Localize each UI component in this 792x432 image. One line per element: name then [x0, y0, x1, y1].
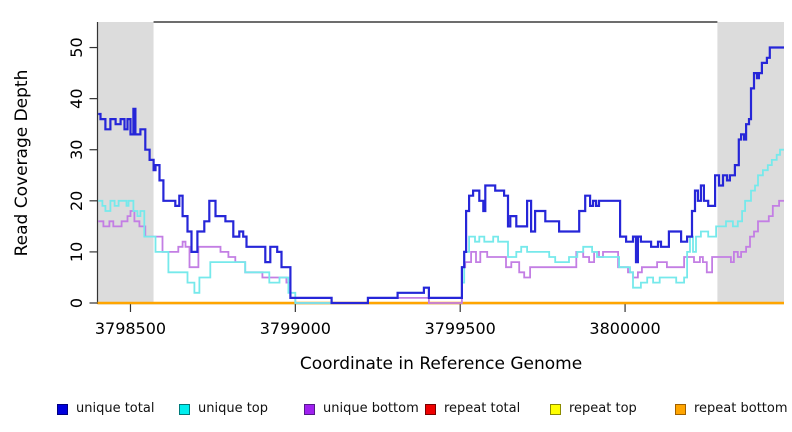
- legend-swatch-repeat-top: [550, 403, 561, 415]
- x-tick-label-3: 3800000: [589, 319, 660, 338]
- y-tick-label-2: 20: [67, 191, 86, 211]
- shaded-region-0: [97, 22, 154, 303]
- data-series: [97, 46, 784, 305]
- legend-item-repeat-bottom: repeat bottom: [675, 401, 788, 417]
- y-tick-label-4: 40: [67, 88, 86, 108]
- series-unique-bottom-line: [98, 199, 784, 304]
- y-tick-label-0: 0: [67, 298, 86, 308]
- y-tick-label-1: 10: [67, 242, 86, 262]
- series-unique-top-line: [98, 148, 784, 304]
- tick-labels: 3798500 3799000 3799500 3800000 0 10 20 30 40 50: [67, 37, 661, 338]
- shaded-regions: [97, 22, 784, 303]
- axes: [89, 22, 784, 312]
- y-tick-label-5: 50: [67, 37, 86, 57]
- legend-item-repeat-total: repeat total: [425, 401, 520, 417]
- legend-label-repeat-top: repeat top: [569, 401, 637, 416]
- legend-swatch-repeat-bottom: [675, 403, 686, 415]
- legend-swatch-unique-top: [179, 403, 190, 415]
- shaded-region-1: [717, 22, 784, 303]
- series-unique-total-line: [98, 46, 784, 305]
- legend-item-repeat-top: repeat top: [550, 401, 637, 417]
- x-tick-label-1: 3799000: [260, 319, 331, 338]
- legend-item-unique-top: unique top: [179, 401, 268, 417]
- legend-swatch-repeat-total: [425, 403, 436, 415]
- x-axis-title: Coordinate in Reference Genome: [300, 354, 582, 374]
- x-tick-label-2: 3799500: [425, 319, 496, 338]
- legend-label-unique-total: unique total: [76, 401, 155, 416]
- y-tick-label-3: 30: [67, 140, 86, 160]
- legend-item-unique-bottom: unique bottom: [304, 401, 419, 417]
- legend-label-unique-bottom: unique bottom: [323, 401, 419, 416]
- legend-label-repeat-total: repeat total: [444, 401, 521, 416]
- legend-label-unique-top: unique top: [198, 401, 269, 416]
- y-axis-title: Read Coverage Depth: [12, 70, 32, 257]
- x-tick-label-0: 3798500: [95, 319, 166, 338]
- coverage-plot: 3798500 3799000 3799500 380000001020304050 …: [12, 21, 784, 374]
- legend-label-repeat-bottom: repeat bottom: [694, 401, 788, 416]
- legend-swatch-unique-bottom: [304, 403, 315, 415]
- legend-item-unique-total: unique total: [57, 401, 154, 417]
- legend-swatch-unique-total: [57, 403, 68, 415]
